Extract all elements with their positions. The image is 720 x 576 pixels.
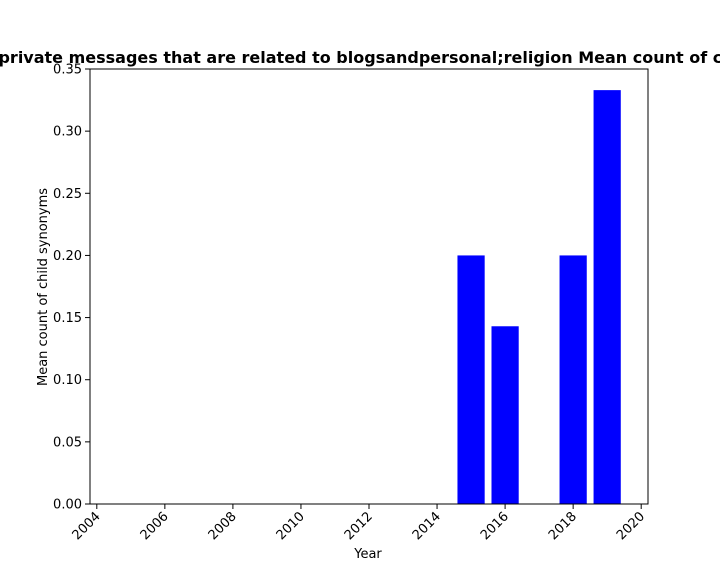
- y-tick-label: 0.10: [53, 373, 82, 388]
- y-tick-label: 0.25: [53, 187, 82, 202]
- bar-2015: [457, 255, 485, 504]
- y-tick-label: 0.15: [53, 311, 82, 326]
- y-axis-label: Mean count of child synonyms: [36, 188, 51, 386]
- x-axis-label: Year: [353, 547, 382, 562]
- bar-series: [457, 90, 621, 504]
- y-axis: 0.00 0.05 0.10 0.15 0.20 0.25 0.30 0.35: [53, 63, 90, 513]
- chart-title: Mean count of child synonyms in private …: [0, 48, 720, 67]
- bar-2019: [593, 90, 621, 504]
- y-tick-label: 0.30: [53, 125, 82, 140]
- y-tick-label: 0.35: [53, 63, 82, 78]
- y-tick-label: 0.20: [53, 249, 82, 264]
- y-tick-label: 0.00: [53, 498, 82, 513]
- y-tick-label: 0.05: [53, 435, 82, 450]
- bar-2018: [559, 255, 587, 504]
- bar-2016: [491, 326, 519, 504]
